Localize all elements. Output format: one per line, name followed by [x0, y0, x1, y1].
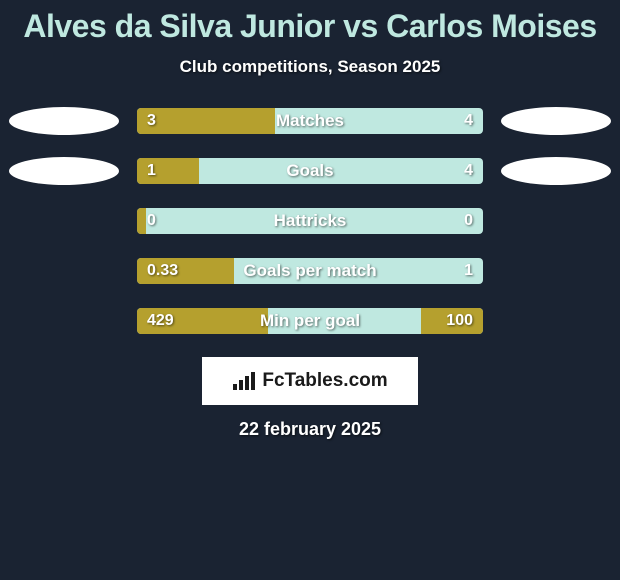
barchart-icon [232, 371, 256, 391]
subtitle: Club competitions, Season 2025 [0, 57, 620, 77]
player-badge-left [9, 107, 119, 135]
date: 22 february 2025 [0, 419, 620, 440]
stat-value-right: 100 [436, 308, 483, 334]
stat-value-right: 4 [454, 158, 483, 184]
stat-row: 0Hattricks0 [0, 207, 620, 235]
stat-bar: 1Goals4 [137, 158, 483, 184]
player-badge-right [501, 157, 611, 185]
stat-label: Matches [137, 108, 483, 134]
stat-bar: 3Matches4 [137, 108, 483, 134]
stat-row: 429Min per goal100 [0, 307, 620, 335]
stat-bar: 0.33Goals per match1 [137, 258, 483, 284]
stat-value-right: 0 [454, 208, 483, 234]
player-badge-left [9, 157, 119, 185]
stat-row: 3Matches4 [0, 107, 620, 135]
stat-row: 0.33Goals per match1 [0, 257, 620, 285]
player-badge-right [501, 107, 611, 135]
logo-text: FcTables.com [262, 370, 387, 392]
stat-value-right: 4 [454, 108, 483, 134]
stat-value-right: 1 [454, 258, 483, 284]
stat-bar: 0Hattricks0 [137, 208, 483, 234]
stat-label: Hattricks [137, 208, 483, 234]
stat-label: Min per goal [137, 308, 483, 334]
stats-rows: 3Matches41Goals40Hattricks00.33Goals per… [0, 107, 620, 335]
stat-label: Goals per match [137, 258, 483, 284]
stat-row: 1Goals4 [0, 157, 620, 185]
page-title: Alves da Silva Junior vs Carlos Moises [0, 8, 620, 45]
stat-label: Goals [137, 158, 483, 184]
logo-box: FcTables.com [202, 357, 418, 405]
stat-bar: 429Min per goal100 [137, 308, 483, 334]
